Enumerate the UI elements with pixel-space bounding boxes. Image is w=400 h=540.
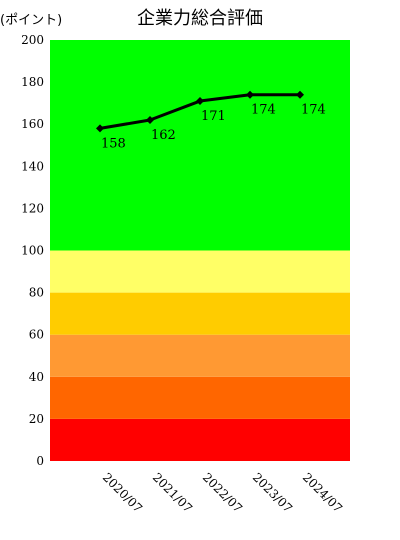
band-40-60 (50, 334, 350, 377)
x-tick-label: 2024/07 (300, 470, 345, 515)
series-layer: 158 162 171 174 174 (96, 90, 326, 151)
data-label: 174 (301, 103, 326, 118)
y-tick-label: 100 (21, 244, 44, 258)
data-point (146, 115, 154, 124)
y-tick-label: 140 (21, 159, 44, 173)
data-point (296, 90, 304, 99)
x-tick-label: 2020/07 (100, 470, 145, 515)
y-tick-label: 200 (21, 33, 44, 47)
data-point (96, 124, 104, 133)
band-0-20 (50, 418, 350, 461)
chart-title: 企業力総合評価 (137, 8, 263, 29)
y-tick-label: 80 (29, 286, 44, 300)
data-point (196, 97, 204, 106)
band-100-200 (50, 40, 350, 251)
data-point (246, 90, 254, 99)
data-label: 162 (151, 128, 176, 143)
y-tick-label: 40 (29, 370, 44, 384)
band-60-80 (50, 292, 350, 335)
data-label: 171 (201, 109, 226, 124)
x-axis: 2020/07 2021/07 2022/07 2023/07 2024/07 (100, 470, 345, 515)
y-tick-label: 160 (21, 117, 44, 131)
y-tick-label: 120 (21, 201, 44, 215)
x-tick-label: 2021/07 (150, 470, 195, 515)
y-unit-label: (ポイント) (0, 13, 62, 28)
data-label: 174 (251, 103, 276, 118)
y-tick-label: 0 (36, 454, 44, 468)
y-tick-label: 20 (29, 412, 44, 426)
background-bands (50, 40, 350, 461)
band-20-40 (50, 376, 350, 419)
band-80-100 (50, 250, 350, 293)
x-tick-label: 2023/07 (250, 470, 295, 515)
y-axis: 0 20 40 60 80 100 120 140 160 180 200 (21, 33, 44, 468)
y-tick-label: 60 (29, 328, 44, 342)
y-tick-label: 180 (21, 75, 44, 89)
x-tick-label: 2022/07 (200, 470, 245, 515)
data-label: 158 (101, 136, 126, 151)
